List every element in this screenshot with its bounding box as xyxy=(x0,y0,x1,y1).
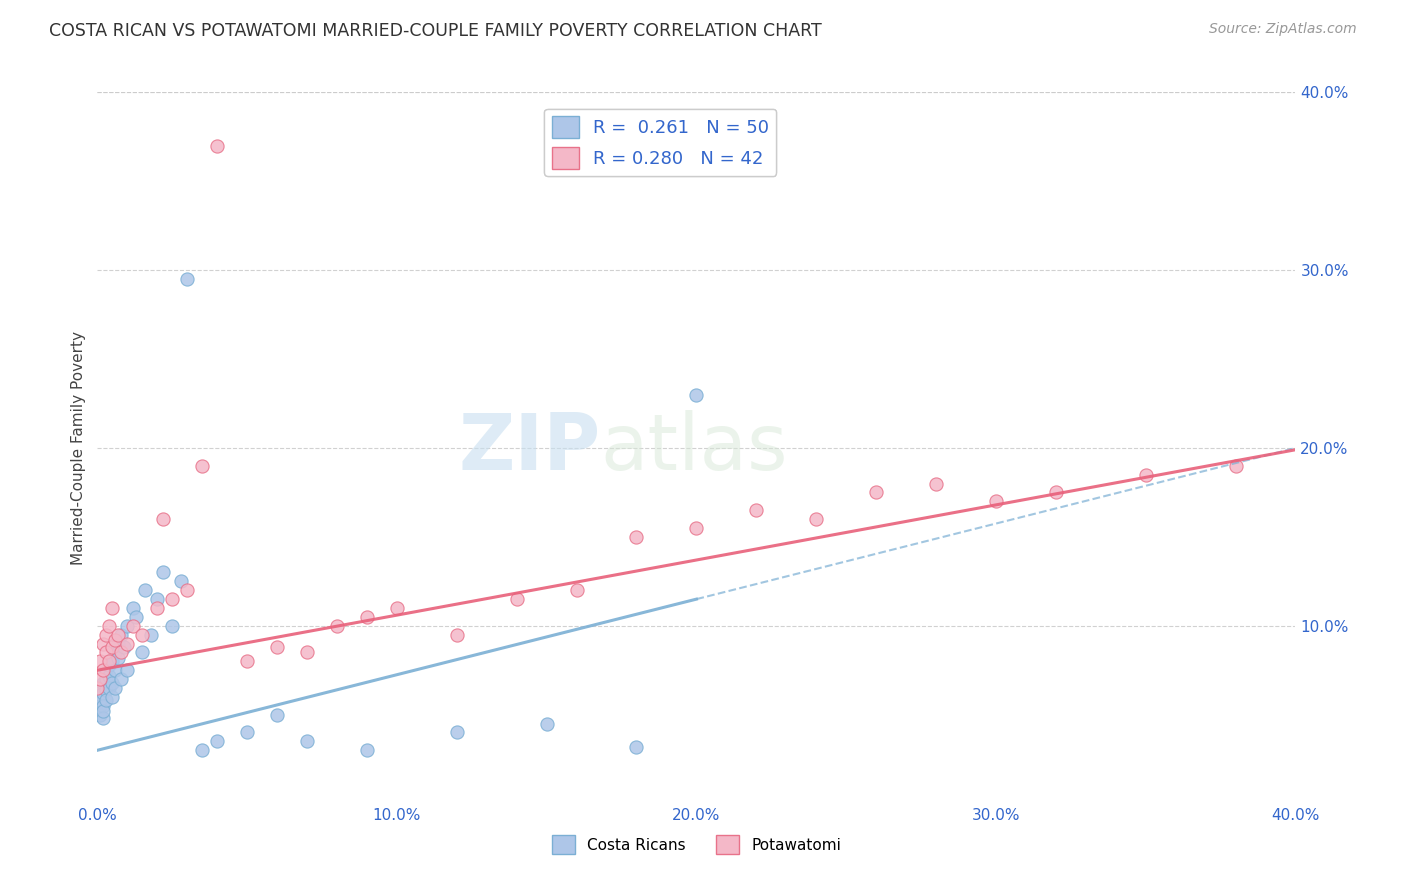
Point xyxy=(93,704,115,718)
Point xyxy=(236,725,259,739)
Point xyxy=(98,654,121,668)
Point xyxy=(101,654,124,668)
Point xyxy=(110,672,132,686)
Point xyxy=(125,610,148,624)
Point xyxy=(205,734,228,748)
Point xyxy=(984,494,1007,508)
Point xyxy=(191,743,214,757)
Point xyxy=(96,628,118,642)
Point xyxy=(160,619,183,633)
Point xyxy=(191,458,214,473)
Point xyxy=(104,663,127,677)
Point xyxy=(93,686,115,700)
Point xyxy=(104,681,127,695)
Point xyxy=(176,272,198,286)
Point xyxy=(446,725,468,739)
Point xyxy=(685,521,707,535)
Point xyxy=(107,628,129,642)
Point xyxy=(86,681,108,695)
Point xyxy=(89,672,111,686)
Point xyxy=(107,637,129,651)
Point xyxy=(96,645,118,659)
Point xyxy=(925,476,948,491)
Point xyxy=(146,601,169,615)
Point xyxy=(101,690,124,704)
Point xyxy=(685,387,707,401)
Y-axis label: Married-Couple Family Poverty: Married-Couple Family Poverty xyxy=(72,331,86,565)
Point xyxy=(505,592,527,607)
Point xyxy=(104,633,127,648)
Point xyxy=(117,663,139,677)
Point xyxy=(266,640,288,654)
Point xyxy=(98,619,121,633)
Point xyxy=(93,663,115,677)
Point xyxy=(98,668,121,682)
Point xyxy=(1045,485,1067,500)
Point xyxy=(356,743,378,757)
Point xyxy=(98,681,121,695)
Point xyxy=(112,640,135,654)
Point xyxy=(1135,467,1157,482)
Text: ZIP: ZIP xyxy=(458,410,600,486)
Point xyxy=(152,566,174,580)
Point xyxy=(89,654,111,668)
Text: atlas: atlas xyxy=(600,410,787,486)
Point xyxy=(160,592,183,607)
Point xyxy=(266,707,288,722)
Point xyxy=(122,601,145,615)
Point xyxy=(326,619,349,633)
Point xyxy=(89,707,111,722)
Point xyxy=(96,682,118,697)
Point xyxy=(96,693,118,707)
Point xyxy=(806,512,828,526)
Point xyxy=(131,628,153,642)
Point xyxy=(565,583,588,598)
Point xyxy=(93,711,115,725)
Point xyxy=(295,645,318,659)
Point xyxy=(146,592,169,607)
Point xyxy=(170,574,193,589)
Point xyxy=(101,601,124,615)
Point xyxy=(131,645,153,659)
Point xyxy=(110,645,132,659)
Point xyxy=(93,675,115,690)
Point xyxy=(205,138,228,153)
Point xyxy=(110,628,132,642)
Point xyxy=(86,690,108,704)
Point xyxy=(745,503,768,517)
Point xyxy=(89,698,111,713)
Point xyxy=(89,681,111,695)
Point xyxy=(626,530,648,544)
Point xyxy=(1225,458,1247,473)
Point xyxy=(96,663,118,677)
Point xyxy=(107,650,129,665)
Point xyxy=(295,734,318,748)
Point xyxy=(93,637,115,651)
Point xyxy=(626,739,648,754)
Point xyxy=(101,640,124,654)
Point xyxy=(536,716,558,731)
Point xyxy=(152,512,174,526)
Point xyxy=(96,672,118,686)
Point xyxy=(141,628,163,642)
Point xyxy=(117,637,139,651)
Point xyxy=(446,628,468,642)
Point xyxy=(865,485,887,500)
Point xyxy=(134,583,156,598)
Point xyxy=(176,583,198,598)
Point xyxy=(385,601,408,615)
Point xyxy=(104,645,127,659)
Point xyxy=(89,693,111,707)
Point xyxy=(122,619,145,633)
Point xyxy=(101,675,124,690)
Point xyxy=(93,698,115,713)
Text: COSTA RICAN VS POTAWATOMI MARRIED-COUPLE FAMILY POVERTY CORRELATION CHART: COSTA RICAN VS POTAWATOMI MARRIED-COUPLE… xyxy=(49,22,823,40)
Point xyxy=(117,619,139,633)
Legend: R =  0.261   N = 50, R = 0.280   N = 42: R = 0.261 N = 50, R = 0.280 N = 42 xyxy=(544,109,776,176)
Point xyxy=(98,657,121,672)
Point xyxy=(356,610,378,624)
Text: Source: ZipAtlas.com: Source: ZipAtlas.com xyxy=(1209,22,1357,37)
Point xyxy=(236,654,259,668)
